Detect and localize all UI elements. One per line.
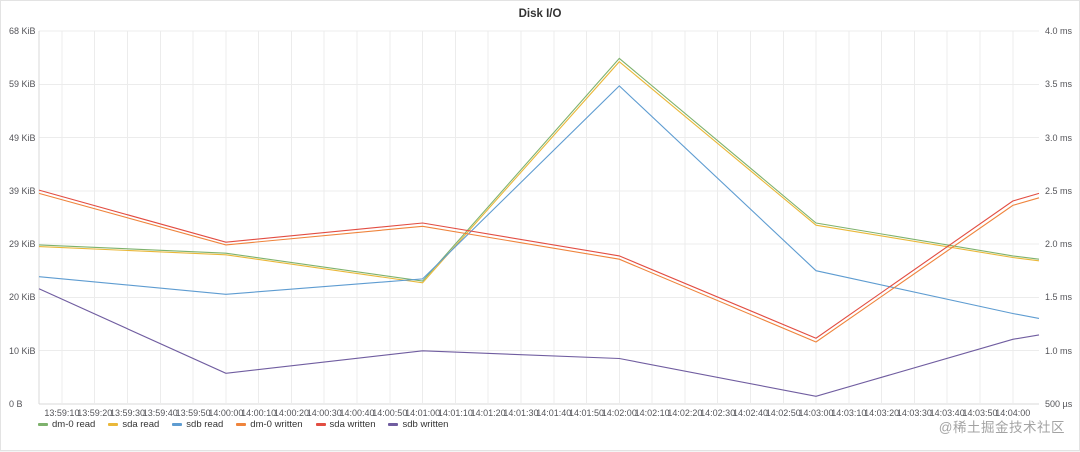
x-axis-label: 13:59:20 [77,408,113,418]
x-axis-label: 14:03:30 [896,408,932,418]
x-axis-label: 14:02:10 [634,408,670,418]
legend-color-icon [172,423,183,426]
y-axis-label-left: 10 KiB [9,345,36,356]
y-axis-label-right: 3.0 ms [1045,132,1073,143]
series-line-sdb-written [38,288,1040,397]
y-axis-label-left: 39 KiB [9,185,36,196]
y-axis-label-right: 2.5 ms [1045,185,1073,196]
watermark: @稀土掘金技术社区 [938,420,1065,435]
legend-item-sda-read[interactable]: sda read [108,419,159,430]
y-axis-label-right: 500 µs [1045,399,1073,409]
legend: dm-0 read sda read sdb read dm-0 written sda… [38,419,448,430]
legend-label: sda read [122,419,160,430]
x-axis-label: 14:01:20 [470,408,506,418]
x-axis-label: 14:01:50 [569,408,605,418]
x-axis-label: 14:00:10 [241,408,277,418]
y-axis-label-left: 29 KiB [9,239,36,250]
x-axis-label: 14:01:30 [503,408,539,418]
y-axis-label-right: 1.5 ms [1045,292,1073,303]
x-axis-label: 14:02:40 [732,408,768,418]
legend-color-icon [38,423,48,426]
x-axis-label: 14:00:30 [306,408,342,418]
x-axis-label: 14:02:30 [700,408,736,418]
x-axis-label: 14:01:10 [437,408,473,418]
legend-label: sdb read [186,419,224,430]
series-line-sda-read [38,60,1040,284]
y-axis-label-right: 3.5 ms [1045,79,1073,90]
y-axis-label-left: 59 KiB [9,79,36,90]
x-axis-label: 14:04:00 [995,408,1031,418]
y-axis-label-right: 1.0 ms [1045,345,1073,356]
legend-item-sda-written[interactable]: sda written [315,419,376,430]
x-axis-label: 14:00:50 [372,408,408,418]
legend-label: dm-0 read [52,419,96,430]
panel-title[interactable]: Disk I/O [518,8,562,20]
legend-label: dm-0 written [250,419,303,430]
x-axis-label: 14:02:50 [765,408,801,418]
x-axis-label: 14:03:40 [929,408,965,418]
y-axis-label-right: 2.0 ms [1045,239,1073,250]
x-axis-label: 13:59:40 [142,408,178,418]
x-axis-label: 14:00:00 [208,408,244,418]
legend-item-dm-0-written[interactable]: dm-0 written [236,419,303,430]
series-line-dm-0-read [38,57,1040,282]
x-axis-label: 14:03:00 [798,408,834,418]
x-axis-label: 14:03:50 [962,408,998,418]
legend-label: sdb written [402,419,449,430]
x-axis-label: 13:59:30 [109,408,146,418]
y-axis-label-left: 20 KiB [9,292,36,303]
x-axis-label: 14:01:40 [536,408,572,418]
x-axis-label: 14:03:20 [864,408,900,418]
x-axis-label: 14:02:00 [601,408,637,418]
legend-label: sda written [329,419,376,430]
y-axis-label-left: 49 KiB [9,132,36,143]
legend-color-icon [236,423,247,426]
x-axis-label: 14:02:20 [667,408,703,418]
x-axis-label: 13:59:10 [44,408,80,418]
y-axis-label-left: 68 KiB [9,26,36,36]
x-axis-label: 14:00:20 [273,408,309,418]
legend-item-sdb-read[interactable]: sdb read [172,419,223,430]
legend-item-dm-0-read[interactable]: dm-0 read [38,419,95,430]
legend-color-icon [315,423,326,426]
y-axis-label-right: 4.0 ms [1045,26,1073,36]
x-axis-label: 13:59:50 [175,408,211,418]
legend-color-icon [388,423,399,426]
x-axis-label: 14:00:40 [339,408,375,418]
series-line-sda-written [38,189,1040,339]
x-axis-label: 14:01:00 [405,408,441,418]
legend-color-icon [108,423,119,426]
series-line-dm-0-written [38,192,1040,343]
y-axis-label-left: 0 B [9,399,23,409]
legend-item-sdb-written[interactable]: sdb written [388,419,448,430]
series-line-sdb-read [38,85,1040,319]
x-axis-label: 14:03:10 [831,408,867,418]
